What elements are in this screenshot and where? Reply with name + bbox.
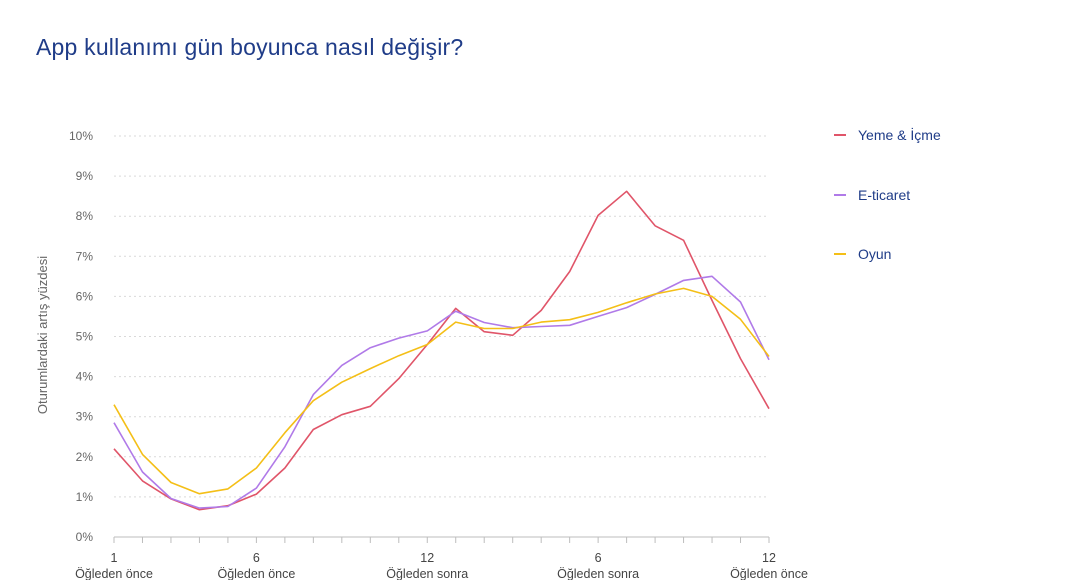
y-tick-label: 3% — [76, 410, 94, 424]
y-tick-label: 6% — [76, 289, 94, 303]
x-tick-label: 6 — [595, 551, 602, 565]
y-tick-label: 2% — [76, 450, 94, 464]
legend-item-label: Oyun — [858, 246, 891, 262]
y-tick-label: 4% — [76, 370, 94, 384]
x-tick-sublabel: Öğleden sonra — [386, 567, 468, 580]
x-tick-sublabel: Öğleden önce — [730, 567, 808, 580]
chart-title: App kullanımı gün boyunca nasıl değişir? — [36, 34, 464, 60]
grid-lines — [114, 135, 769, 498]
y-tick-label: 10% — [69, 129, 93, 143]
legend-item-label: E-ticaret — [858, 187, 910, 203]
series-line — [113, 190, 770, 511]
y-tick-labels: 0% 1% 2% 3% 4% 5% 6% 7% 8% 9% 10% — [69, 129, 93, 544]
y-tick-label: 1% — [76, 490, 94, 504]
x-tick-label: 1 — [111, 551, 118, 565]
y-tick-label: 7% — [76, 249, 94, 263]
x-tick-sublabel: Öğleden sonra — [557, 567, 639, 580]
x-tick-label: 6 — [253, 551, 260, 565]
y-tick-label: 0% — [76, 530, 94, 544]
x-tick-label: 12 — [420, 551, 434, 565]
series-lines — [113, 190, 770, 511]
legend-item-label: Yeme & İçme — [858, 126, 941, 143]
series-line — [113, 275, 770, 509]
x-tick-sublabel: Öğleden önce — [217, 567, 295, 580]
x-axis: 1 Öğleden önce 6 Öğleden önce 12 Öğleden sonr… — [75, 536, 808, 580]
y-tick-label: 5% — [76, 330, 94, 344]
y-axis-title: Oturumlardaki artış yüzdesi — [35, 256, 50, 414]
legend: Yeme & İçme E-ticaret Oyun — [834, 126, 941, 262]
y-tick-label: 8% — [76, 209, 94, 223]
series-line — [113, 287, 770, 495]
y-tick-label: 9% — [76, 169, 94, 183]
x-tick-sublabel: Öğleden önce — [75, 567, 153, 580]
x-tick-label: 12 — [762, 551, 776, 565]
